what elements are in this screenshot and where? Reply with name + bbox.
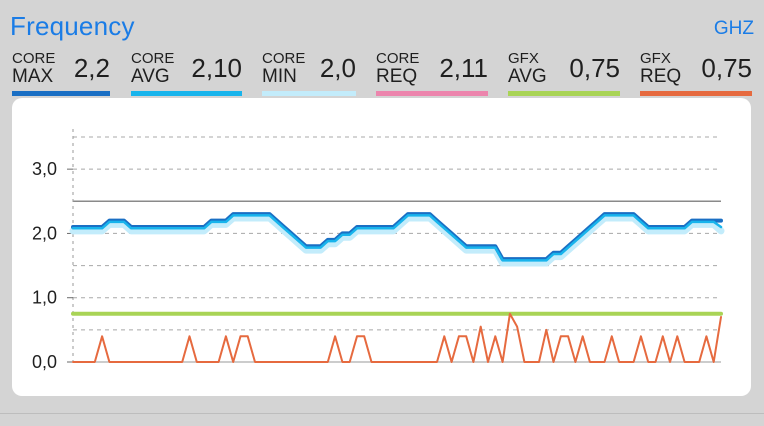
metric-label-bottom: MAX xyxy=(12,66,54,87)
series-layer xyxy=(69,212,725,363)
metric-color-bar xyxy=(12,91,110,96)
bottom-divider xyxy=(0,413,764,414)
metric-label-bottom: AVG xyxy=(131,66,170,87)
metric-label-bottom: REQ xyxy=(376,66,418,87)
metric-core-min: CORE MIN 2,0 xyxy=(262,48,356,96)
metric-label-bottom: REQ xyxy=(640,66,682,87)
metric-core-max: CORE MAX 2,2 xyxy=(12,48,110,96)
metric-label-top: CORE xyxy=(262,50,306,67)
series-line-gfx-req xyxy=(72,312,722,363)
y-tick-label: 0,0 xyxy=(32,352,57,372)
grid-layer xyxy=(73,136,721,363)
metric-core-req: CORE REQ 2,11 xyxy=(376,48,488,96)
y-tick-label: 2,0 xyxy=(32,223,57,243)
y-tick-label: 3,0 xyxy=(32,159,57,179)
metrics-row: CORE MAX 2,2 CORE AVG 2,10 CORE MIN 2,0 … xyxy=(0,48,764,98)
chart-panel xyxy=(12,98,751,396)
metric-value: 0,75 xyxy=(701,53,752,83)
metric-value: 0,75 xyxy=(569,53,620,83)
metric-value: 2,10 xyxy=(191,53,242,83)
metric-gfx-avg: GFX AVG 0,75 xyxy=(508,48,620,96)
metric-label-top: GFX xyxy=(508,50,539,67)
series-line-core-min xyxy=(69,214,725,267)
metric-label-top: GFX xyxy=(640,50,671,67)
metric-color-bar xyxy=(262,91,356,96)
metric-label-top: CORE xyxy=(12,50,56,67)
metric-value: 2,11 xyxy=(439,53,488,83)
series-line-core-avg xyxy=(71,214,723,262)
metric-gfx-req: GFX REQ 0,75 xyxy=(640,48,752,96)
metric-color-bar xyxy=(131,91,242,96)
metric-color-bar xyxy=(508,91,620,96)
metric-core-avg: CORE AVG 2,10 xyxy=(131,48,242,96)
unit-label: GHZ xyxy=(713,18,754,39)
metric-label-bottom: MIN xyxy=(262,66,297,87)
metric-label-bottom: AVG xyxy=(508,66,547,87)
y-tick-label: 1,0 xyxy=(32,288,57,308)
metric-label-top: CORE xyxy=(131,50,175,67)
widget-title: Frequency xyxy=(10,11,135,41)
metric-color-bar xyxy=(376,91,488,96)
metric-color-bar xyxy=(640,91,752,96)
metric-value: 2,0 xyxy=(319,53,356,83)
y-axis: 0,0 1,0 2,0 3,0 xyxy=(32,129,74,372)
metric-value: 2,2 xyxy=(73,53,110,83)
metric-label-top: CORE xyxy=(376,50,420,67)
